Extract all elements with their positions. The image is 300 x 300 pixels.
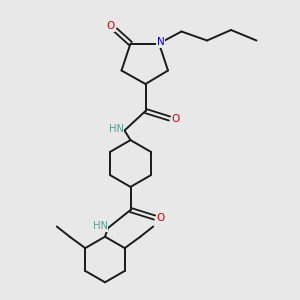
- Text: HN: HN: [109, 124, 124, 134]
- Text: O: O: [171, 114, 180, 124]
- Text: N: N: [157, 37, 164, 47]
- Text: O: O: [156, 213, 165, 224]
- Text: HN: HN: [93, 221, 108, 231]
- Text: O: O: [106, 21, 114, 32]
